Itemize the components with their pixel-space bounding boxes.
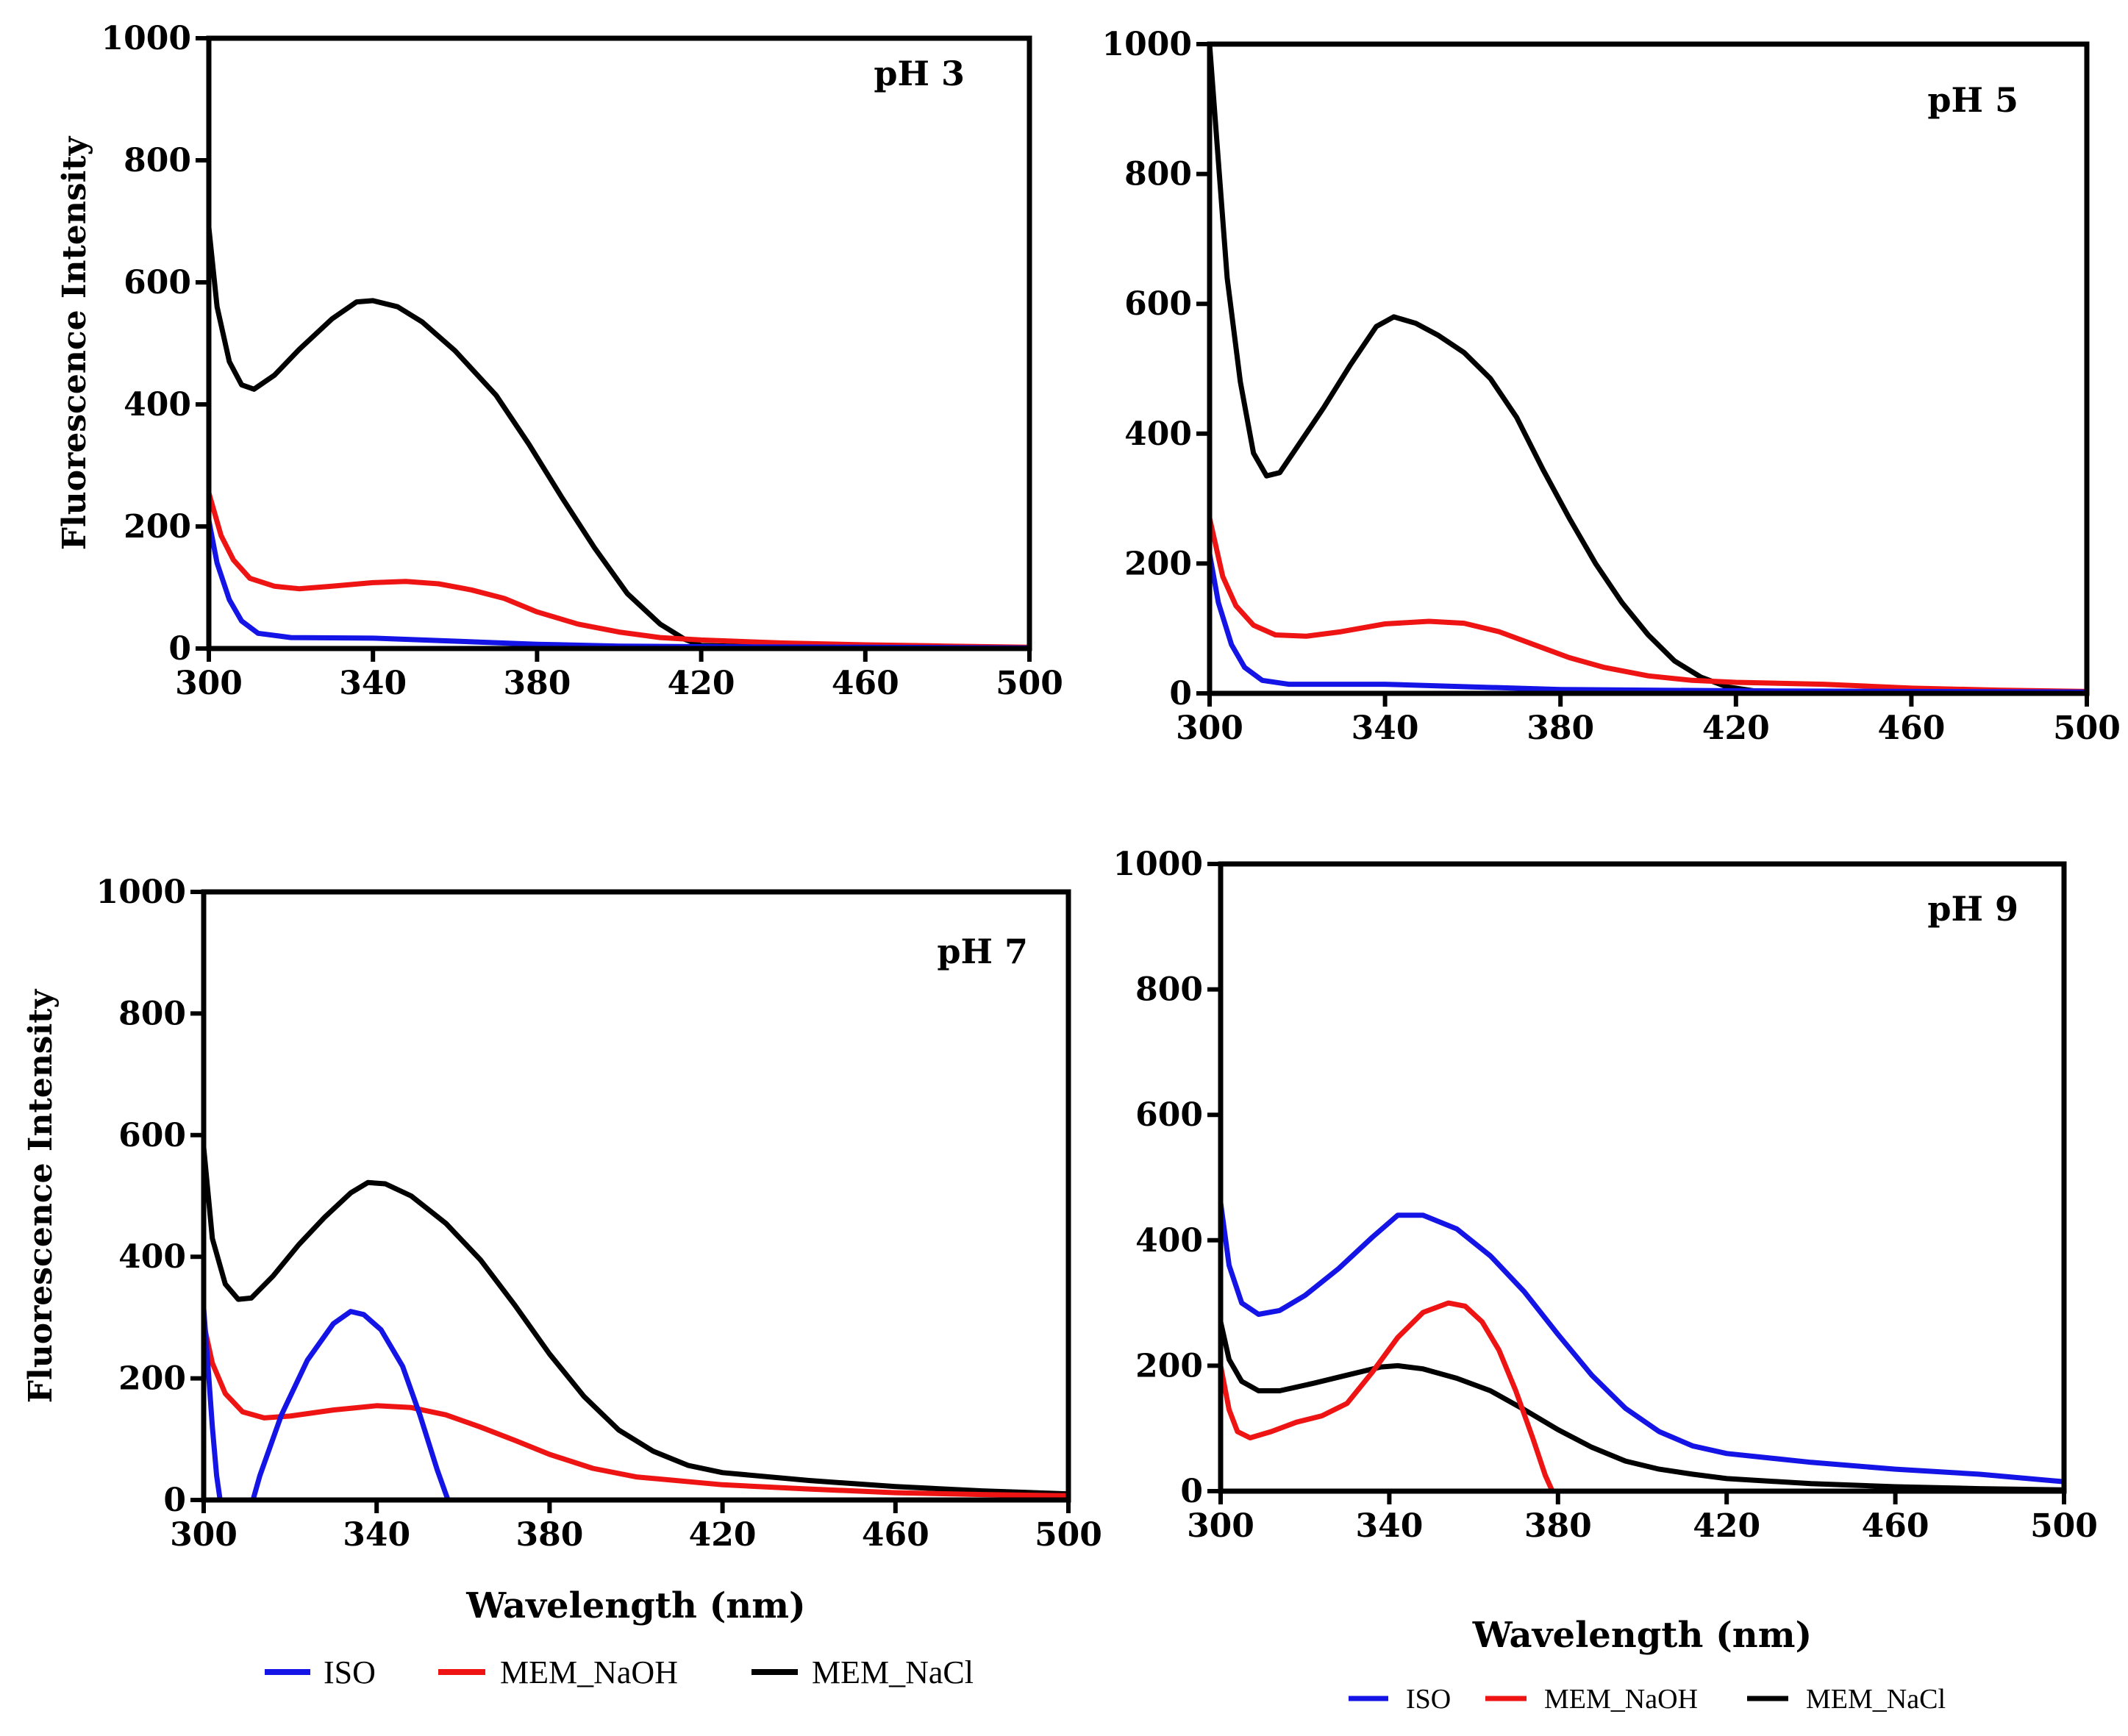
x-tick-label: 420 [1702, 710, 1770, 747]
y-tick-label: 200 [118, 1360, 186, 1398]
x-tick-label: 340 [1355, 1507, 1423, 1545]
x-tick-label: 420 [1693, 1507, 1760, 1545]
y-tick-label: 0 [163, 1482, 186, 1519]
y-tick-label: 600 [1135, 1096, 1203, 1134]
x-tick-label: 380 [503, 665, 571, 702]
series-line-mem-naoh [209, 490, 1029, 649]
panel-title: pH 7 [937, 932, 1028, 971]
series-line-mem-nacl [204, 1144, 1068, 1497]
y-tick-label: 600 [1124, 285, 1192, 323]
legend-label-iso: ISO [324, 1654, 376, 1690]
y-tick-label: 1000 [1102, 26, 1192, 63]
y-tick-label: 0 [1180, 1473, 1203, 1510]
series-line-mem-nacl [1221, 1319, 2064, 1491]
y-tick-label: 600 [118, 1117, 186, 1154]
legend-item-mem-naoh: MEM_NaOH [438, 1654, 678, 1690]
legend-label-iso: ISO [1406, 1684, 1451, 1715]
y-tick-label: 200 [1135, 1347, 1203, 1385]
y-tick-label: 800 [1124, 156, 1192, 193]
panel-title: pH 3 [874, 54, 965, 93]
x-tick-label: 300 [175, 665, 243, 702]
legend-left: ISO MEM_NaOH MEM_NaCl [265, 1654, 974, 1690]
series-line-iso [1210, 551, 2087, 693]
x-tick-label: 380 [1524, 1507, 1592, 1545]
x-tick-label: 380 [1527, 710, 1594, 747]
legend-right: ISO MEM_NaOH MEM_NaCl [1349, 1684, 1946, 1715]
y-tick-label: 400 [124, 386, 191, 424]
legend-label-mem-nacl: MEM_NaCl [812, 1654, 974, 1690]
legend-item-mem-nacl: MEM_NaCl [1747, 1684, 1946, 1715]
x-axis-label: Wavelength (nm) [465, 1585, 805, 1626]
series-line-mem-naoh [204, 1321, 1068, 1499]
x-tick-label: 460 [1877, 710, 1945, 747]
x-tick-label: 460 [1862, 1507, 1929, 1545]
plot-frame [1218, 861, 2067, 1494]
series-line-iso [250, 1309, 451, 1500]
x-tick-label: 340 [1352, 710, 1419, 747]
plot-frame [1207, 41, 2090, 696]
series-line-iso [204, 1306, 223, 1500]
panel-title: pH 9 [1927, 889, 2018, 929]
x-tick-label: 500 [2053, 710, 2121, 747]
x-axis-label: Wavelength (nm) [1472, 1615, 1812, 1656]
x-tick-label: 500 [2030, 1507, 2098, 1545]
panel-ph7: 0 200 400 600 800 1000 300 340 380 420 460 500 pH 7 F… [22, 874, 1102, 1626]
y-tick-label: 1000 [1113, 846, 1203, 883]
y-tick-label: 800 [1135, 971, 1203, 1009]
y-axis-label: Fluorescence Intensity [22, 988, 60, 1403]
legend-item-mem-nacl: MEM_NaCl [751, 1654, 974, 1690]
x-tick-label: 420 [689, 1516, 757, 1554]
legend-item-iso: ISO [1349, 1684, 1451, 1715]
x-tick-label: 300 [1187, 1507, 1254, 1545]
x-tick-label: 300 [1176, 710, 1243, 747]
legend-item-mem-naoh: MEM_NaOH [1485, 1684, 1698, 1715]
panel-ph3: 0 200 400 600 800 1000 300 340 380 420 460 500 pH 3 F… [56, 20, 1063, 702]
x-tick-label: 500 [996, 665, 1063, 702]
series-line-mem-naoh [1221, 1300, 1556, 1491]
panel-ph5: 0 200 400 600 800 1000 300 340 380 420 460 500 pH 5 [1102, 26, 2121, 747]
x-tick-label: 460 [832, 665, 899, 702]
y-tick-label: 1000 [96, 874, 186, 911]
series-group [204, 1144, 1068, 1500]
x-tick-label: 420 [668, 665, 735, 702]
y-tick-label: 600 [124, 264, 191, 301]
y-axis-label: Fluorescence Intensity [56, 135, 93, 550]
legend-label-mem-nacl: MEM_NaCl [1806, 1684, 1946, 1715]
x-tick-label: 460 [862, 1516, 929, 1554]
series-line-iso [1221, 1200, 2064, 1485]
y-tick-label: 400 [1124, 415, 1192, 453]
y-tick-label: 1000 [101, 20, 191, 57]
plot-frame [206, 35, 1032, 651]
series-line-mem-naoh [1210, 515, 2087, 693]
y-tick-label: 400 [118, 1238, 186, 1276]
series-group [209, 224, 1029, 649]
x-tick-label: 340 [343, 1516, 410, 1554]
x-tick-label: 300 [170, 1516, 238, 1554]
y-tick-label: 0 [1169, 675, 1192, 712]
x-tick-label: 380 [515, 1516, 583, 1554]
y-tick-label: 0 [168, 630, 191, 668]
y-tick-label: 400 [1135, 1222, 1203, 1260]
legend-label-mem-naoh: MEM_NaOH [1544, 1684, 1698, 1715]
legend-item-iso: ISO [265, 1654, 376, 1690]
series-line-mem-nacl [209, 224, 1029, 649]
plot-frame [201, 889, 1071, 1503]
panel-title: pH 5 [1927, 80, 2018, 120]
y-tick-label: 800 [124, 142, 191, 179]
y-tick-label: 200 [124, 508, 191, 546]
x-tick-label: 340 [339, 665, 407, 702]
series-line-mem-nacl [1210, 41, 2087, 693]
series-group [1210, 41, 2087, 693]
series-group [1221, 1200, 2064, 1491]
y-tick-label: 200 [1124, 545, 1192, 582]
legend-label-mem-naoh: MEM_NaOH [500, 1654, 678, 1690]
y-tick-label: 800 [118, 995, 186, 1032]
x-tick-label: 500 [1035, 1516, 1102, 1554]
panel-ph9: 0 200 400 600 800 1000 300 340 380 420 460 500 pH 9 W… [1113, 846, 2098, 1656]
